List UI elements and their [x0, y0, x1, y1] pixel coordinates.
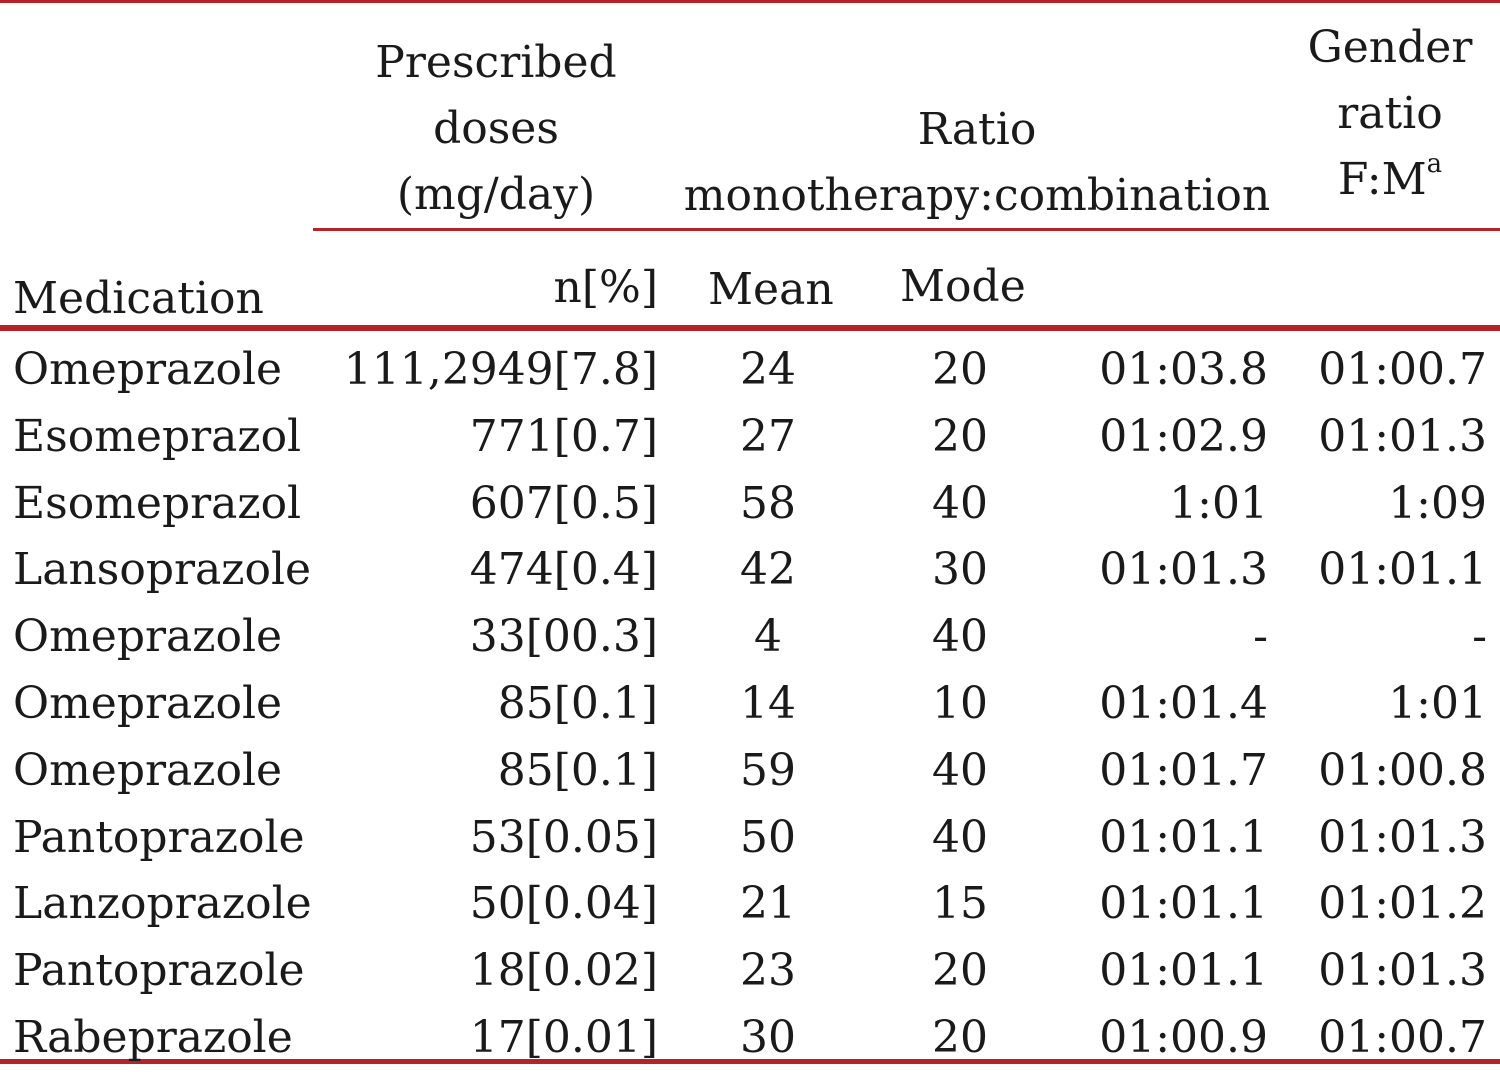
cell-n-percent: 50[0.04]	[469, 878, 658, 930]
cell-medication: Esomeprazol	[13, 477, 302, 529]
header-prescribed-doses: Prescribed doses (mg/day)	[346, 30, 646, 228]
cell-gender-ratio: 01:01.2	[1318, 878, 1487, 930]
cell-gender-ratio: 1:01	[1388, 678, 1487, 729]
cell-gender-ratio: 01:01.1	[1318, 544, 1487, 596]
cell-n-percent: 85[0.1]	[497, 678, 658, 729]
cell-medication: Pantoprazole	[13, 811, 305, 863]
table-row: Esomeprazol 607[0.5] 58 40 1:01 1:09	[0, 471, 1500, 538]
cell-gender-ratio: 1:09	[1388, 477, 1487, 529]
cell-mode: 20	[932, 1012, 988, 1063]
header-gender-footnote-mark: a	[1426, 149, 1443, 179]
cell-mean: 59	[740, 744, 796, 796]
cell-ratio: 1:01	[1169, 477, 1268, 529]
table-row: Omeprazole 111,2949[7.8] 24 20 01:03.8 01:00.…	[0, 337, 1500, 404]
cell-mode: 40	[932, 744, 988, 796]
cell-ratio: 01:01.1	[1099, 878, 1268, 930]
table-bottom-rule	[0, 1059, 1500, 1064]
cell-medication: Rabeprazole	[13, 1012, 293, 1063]
cell-gender-ratio: -	[1472, 611, 1487, 663]
table-top-rule	[0, 0, 1500, 3]
cell-medication: Pantoprazole	[13, 945, 305, 997]
header-gender-fm: F:M	[1337, 154, 1427, 205]
header-medication: Medication	[13, 273, 264, 324]
cell-medication: Omeprazole	[13, 744, 283, 796]
table-row: Esomeprazol 771[0.7] 27 20 01:02.9 01:01.3	[0, 404, 1500, 471]
table-row: Omeprazole 85[0.1] 14 10 01:01.4 1:01	[0, 671, 1500, 738]
cell-mode: 20	[932, 410, 988, 462]
cell-ratio: 01:03.8	[1099, 344, 1268, 395]
table-row: Pantoprazole 53[0.05] 50 40 01:01.1 01:01.3	[0, 805, 1500, 872]
header-gender-line-1: Gender	[1307, 22, 1473, 73]
cell-ratio: -	[1253, 611, 1268, 663]
cell-mean: 27	[740, 410, 796, 462]
cell-mean: 14	[740, 678, 796, 729]
cell-mean: 58	[740, 477, 796, 529]
header-prescribed-line-3: (mg/day)	[396, 169, 596, 220]
cell-gender-ratio: 01:00.7	[1318, 344, 1487, 395]
cell-n-percent: 85[0.1]	[497, 744, 658, 796]
cell-n-percent: 474[0.4]	[469, 544, 658, 596]
cell-n-percent: 111,2949[7.8]	[343, 344, 658, 395]
cell-n-percent: 17[0.01]	[469, 1012, 658, 1063]
header-gender-line-2: ratio	[1337, 88, 1443, 139]
cell-medication: Lanzoprazole	[13, 878, 312, 930]
header-group-rule	[313, 228, 1500, 231]
cell-mode: 15	[932, 878, 988, 930]
header-gender-ratio: Gender ratio F:Ma	[1290, 15, 1490, 213]
cell-medication: Omeprazole	[13, 344, 283, 395]
header-ratio-line-2: monotherapy:combination	[683, 170, 1271, 221]
cell-mean: 42	[740, 544, 796, 596]
cell-ratio: 01:01.1	[1099, 811, 1268, 863]
table-row: Omeprazole 85[0.1] 59 40 01:01.7 01:00.8	[0, 738, 1500, 805]
header-bottom-rule	[0, 325, 1500, 331]
header-mode: Mode	[900, 261, 1026, 312]
cell-mode: 20	[932, 945, 988, 997]
cell-ratio: 01:00.9	[1099, 1012, 1268, 1063]
cell-ratio: 01:01.3	[1099, 544, 1268, 596]
cell-ratio: 01:01.1	[1099, 945, 1268, 997]
cell-mode: 40	[932, 611, 988, 663]
cell-mode: 10	[932, 678, 988, 729]
cell-medication: Omeprazole	[13, 611, 283, 663]
cell-mode: 20	[932, 344, 988, 395]
header-gender-line-3: F:Ma	[1290, 147, 1490, 213]
cell-mean: 24	[740, 344, 796, 395]
table-row: Lanzoprazole 50[0.04] 21 15 01:01.1 01:01.2	[0, 871, 1500, 938]
cell-ratio: 01:01.4	[1099, 678, 1268, 729]
header-mean: Mean	[708, 264, 834, 315]
cell-mean: 21	[740, 878, 796, 930]
cell-ratio: 01:02.9	[1099, 410, 1268, 462]
table-row: Pantoprazole 18[0.02] 23 20 01:01.1 01:01.3	[0, 938, 1500, 1005]
cell-mean: 30	[740, 1012, 796, 1063]
cell-mode: 40	[932, 477, 988, 529]
cell-ratio: 01:01.7	[1099, 744, 1268, 796]
header-ratio: Ratio monotherapy:combination	[677, 97, 1277, 229]
cell-mean: 23	[740, 945, 796, 997]
cell-medication: Lansoprazole	[13, 544, 312, 596]
header-n-percent: n[%]	[553, 262, 658, 313]
cell-gender-ratio: 01:00.8	[1318, 744, 1487, 796]
cell-n-percent: 771[0.7]	[469, 410, 658, 462]
cell-n-percent: 53[0.05]	[469, 811, 658, 863]
header-prescribed-line-1: Prescribed	[375, 37, 617, 88]
cell-n-percent: 607[0.5]	[469, 477, 658, 529]
table-row: Lansoprazole 474[0.4] 42 30 01:01.3 01:01.1	[0, 537, 1500, 604]
cell-n-percent: 33[00.3]	[469, 611, 658, 663]
table-row: Omeprazole 33[00.3] 4 40 - -	[0, 604, 1500, 671]
cell-n-percent: 18[0.02]	[469, 945, 658, 997]
cell-gender-ratio: 01:01.3	[1318, 410, 1487, 462]
cell-medication: Esomeprazol	[13, 410, 302, 462]
header-prescribed-line-2: doses	[433, 103, 559, 154]
cell-medication: Omeprazole	[13, 678, 283, 729]
cell-mean: 4	[754, 611, 782, 663]
cell-mode: 30	[932, 544, 988, 596]
table-row: Rabeprazole 17[0.01] 30 20 01:00.9 01:00.7	[0, 1005, 1500, 1072]
cell-gender-ratio: 01:00.7	[1318, 1012, 1487, 1063]
cell-mean: 50	[740, 811, 796, 863]
cell-gender-ratio: 01:01.3	[1318, 945, 1487, 997]
cell-mode: 40	[932, 811, 988, 863]
header-ratio-line-1: Ratio	[917, 104, 1037, 155]
cell-gender-ratio: 01:01.3	[1318, 811, 1487, 863]
